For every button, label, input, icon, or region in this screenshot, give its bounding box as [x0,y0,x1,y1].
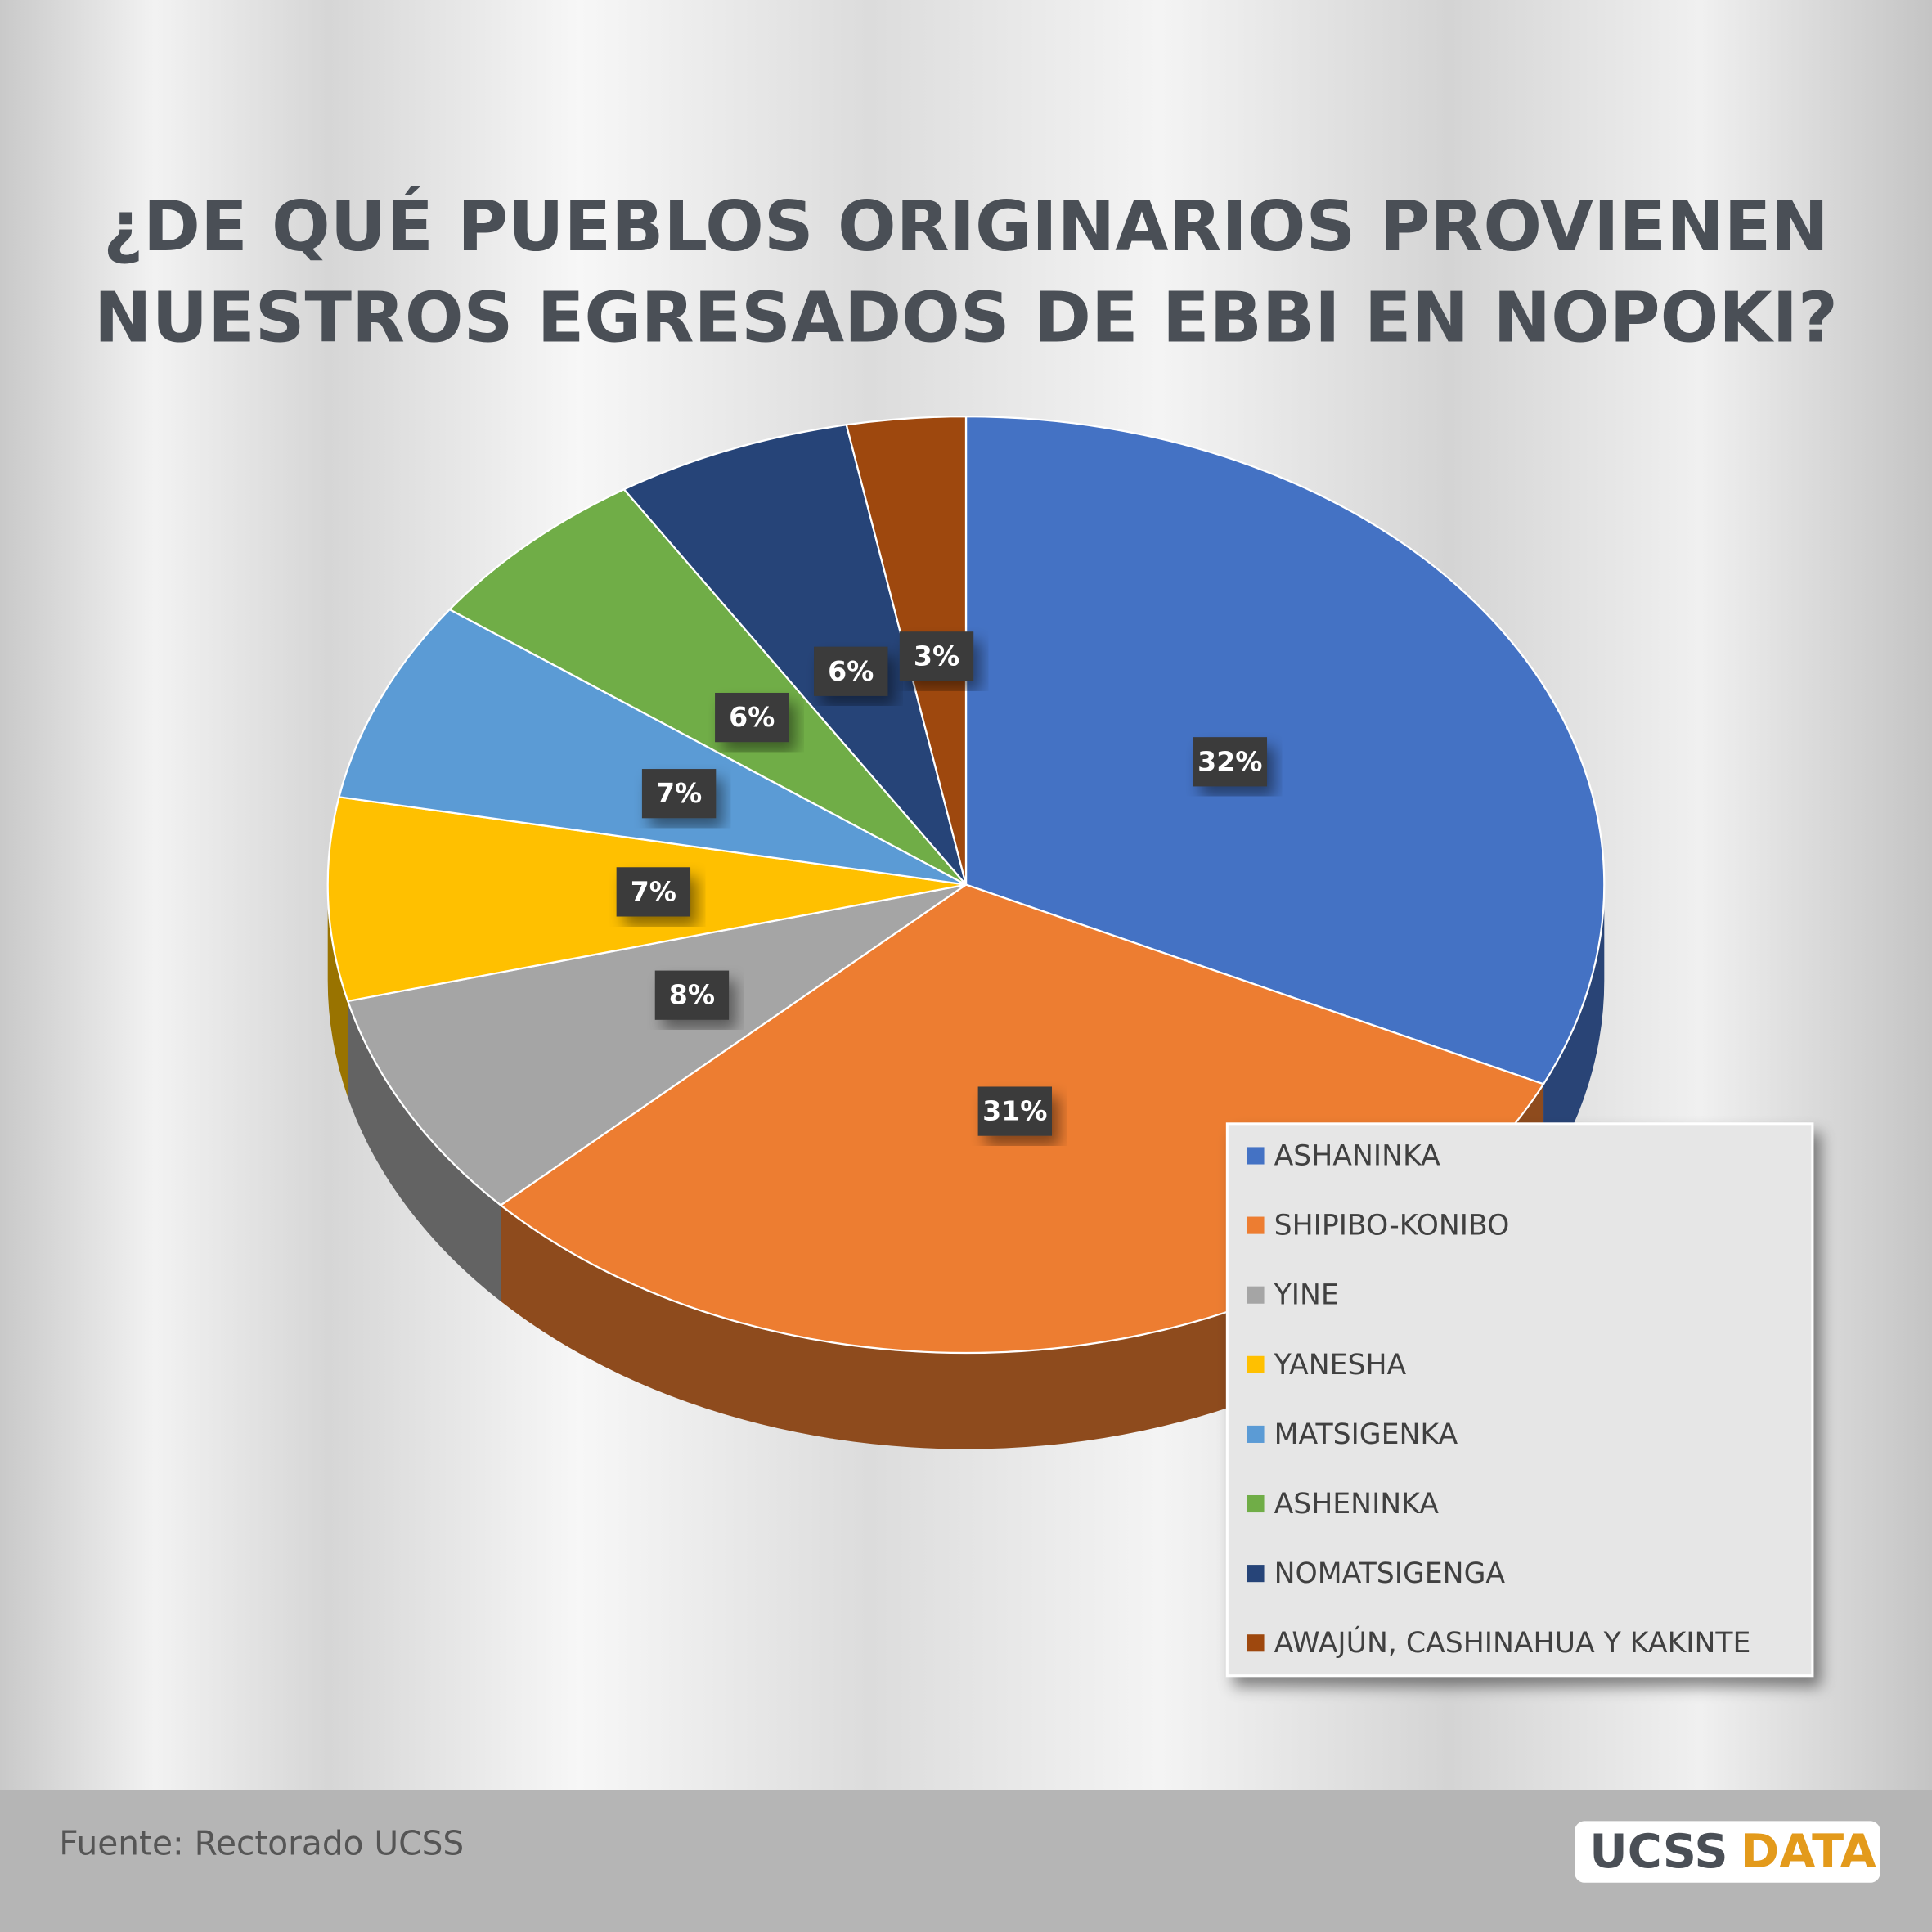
slice [447,487,967,886]
legend-label: ASHENINKA [1274,1488,1440,1521]
legend-swatch [1247,1634,1265,1652]
logo: UCSS DATA [1589,1825,1876,1879]
data-label: 8% [654,970,730,1020]
data-label: 31% [977,1086,1053,1136]
legend-swatch [1247,1494,1265,1513]
data-labels: 32% 31% 8% 7% 7% 6% 6% 3% [616,631,1268,1136]
chart-title: ¿DE QUÉ PUEBLOS ORIGINARIOS PROVIENEN [103,186,1829,267]
data-label-box [715,692,789,743]
data-label: 32% [1193,737,1268,787]
data-label-box [899,631,974,681]
slice-side [1543,884,1605,1180]
legend-swatch [1247,1565,1265,1583]
data-label-text: 31% [982,1095,1047,1127]
slice [622,424,968,886]
legend-label: MATSIGENKA [1274,1418,1458,1451]
data-label-box [1193,737,1268,787]
legend-label: NOMATSIGENGA [1274,1557,1506,1590]
legend-swatch [1247,1286,1265,1304]
data-label-text: 6% [729,701,775,733]
logo-data: DATA [1741,1825,1877,1879]
data-label-box [654,970,730,1020]
legend-label: SHIPIBO-KONIBO [1274,1210,1510,1242]
legend-swatch [1247,1147,1265,1165]
data-label: 6% [814,646,888,696]
slice-side [348,1000,501,1301]
slice [338,608,967,886]
chart-title: NUESTROS EGRESADOS DE EBBI EN NOPOKI? [94,278,1838,358]
legend-swatch [1247,1355,1265,1373]
data-label-text: 32% [1197,745,1262,777]
legend-swatch [1247,1216,1265,1234]
data-label: 3% [899,631,974,681]
data-label-box [814,646,888,696]
data-label: 6% [715,692,789,743]
slice-side [327,884,348,1098]
logo-ucss: UCSS [1589,1825,1728,1879]
data-label-box [641,769,717,819]
data-label-box [616,867,691,917]
data-label-text: 3% [914,640,959,672]
slice [964,416,1606,1085]
data-label-text: 6% [828,655,874,687]
legend-label: YANESHA [1274,1349,1407,1382]
data-label-text: 7% [631,875,676,907]
data-label-text: 7% [656,777,702,809]
legend-swatch [1247,1425,1265,1443]
legend: ASHANINKA SHIPIBO-KONIBO YINE YANESHA MATSIG… [1247,1139,1750,1660]
legend-label: YINE [1274,1279,1339,1312]
legend-box [1225,1122,1814,1678]
data-label: 7% [616,867,691,917]
data-label-text: 8% [669,979,715,1011]
legend-label: ASHANINKA [1274,1139,1440,1172]
data-label: 7% [641,769,717,819]
data-label-box [977,1086,1053,1136]
slice [346,883,967,1206]
source: Fuente: Rectorado UCSS [59,1824,464,1863]
logo-box [1575,1821,1880,1883]
legend-label: AWAJÚN, CASHINAHUA Y KAKINTE [1274,1625,1751,1660]
